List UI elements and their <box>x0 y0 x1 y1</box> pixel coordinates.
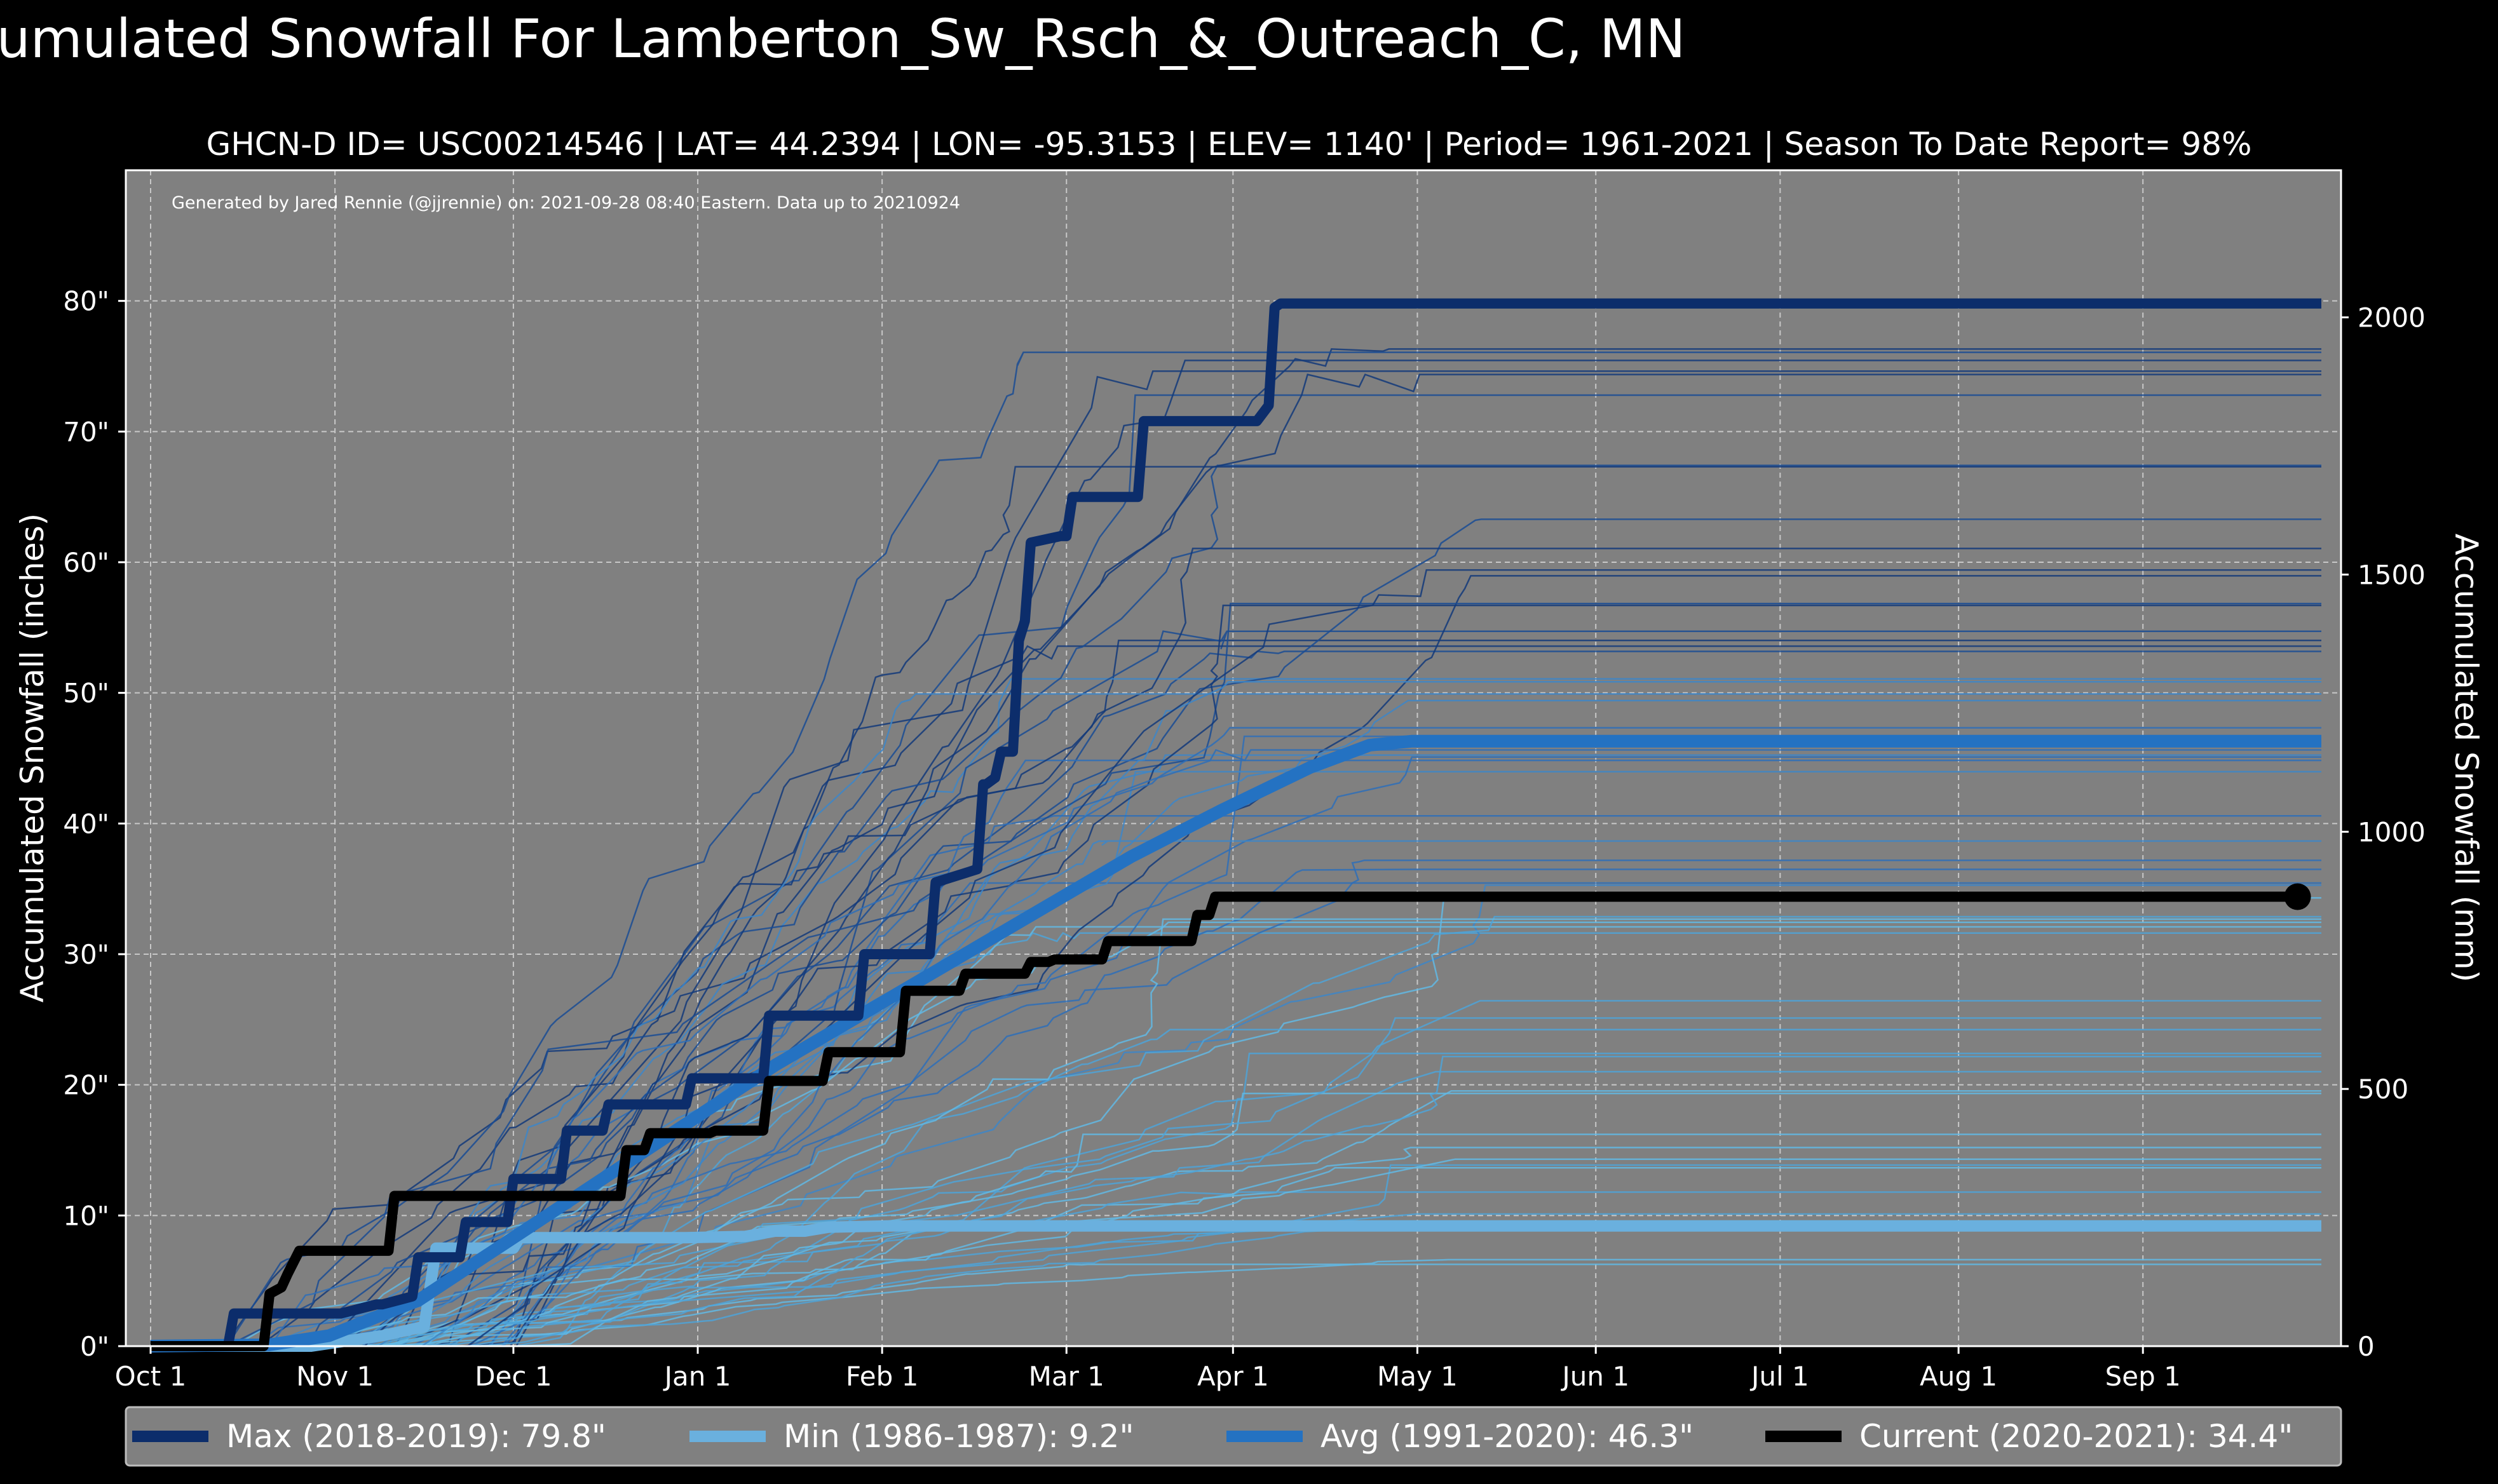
historical-season-line <box>151 756 2321 1347</box>
legend-label: Min (1986-1987): 9.2" <box>784 1418 1134 1455</box>
historical-season-line <box>151 1017 2321 1347</box>
historical-season-line <box>151 918 2321 1347</box>
y-tick-label: 0" <box>80 1331 109 1362</box>
historical-season-line <box>151 681 2321 1347</box>
y-tick-label: 70" <box>63 416 109 447</box>
y-tick-label: 50" <box>63 678 109 709</box>
legend-series-value: 9.2" <box>1069 1418 1134 1455</box>
grid <box>126 170 2341 1347</box>
historical-season-line <box>151 1147 2321 1347</box>
historical-season-line <box>151 518 2321 1347</box>
historical-season-line <box>151 1158 2321 1347</box>
historical-season-line <box>151 678 2321 1347</box>
legend-series-name: Current (2020-2021) <box>1859 1418 2187 1455</box>
historical-season-line <box>151 569 2321 1347</box>
y-right-tick-label: 500 <box>2358 1074 2408 1105</box>
chart-credit: Generated by Jared Rennie (@jjrennie) on… <box>172 193 960 213</box>
legend-series-name: Max (2018-2019) <box>226 1418 500 1455</box>
historical-season-line <box>151 932 2321 1347</box>
historical-season-line <box>151 814 2321 1347</box>
legend-label: Current (2020-2021): 34.4" <box>1859 1418 2293 1455</box>
legend-series-name: Min (1986-1987) <box>784 1418 1048 1455</box>
x-tick-label: Jul 1 <box>1749 1361 1809 1392</box>
y-right-tick-label: 2000 <box>2358 302 2426 334</box>
x-tick-label: Aug 1 <box>1920 1361 1997 1392</box>
x-tick-label: Mar 1 <box>1029 1361 1104 1392</box>
historical-season-line <box>151 1055 2321 1347</box>
legend: Max (2018-2019): 79.8" Min (1986-1987): 9… <box>125 1406 2342 1467</box>
legend-separator: : <box>1048 1418 1069 1455</box>
legend-separator: : <box>500 1418 521 1455</box>
series-line-2 <box>150 734 2321 1352</box>
legend-series-value: 79.8" <box>521 1418 606 1455</box>
y-tick-label: 60" <box>63 547 109 578</box>
series-line-3 <box>151 891 2298 1351</box>
historical-season-line <box>151 351 2321 1347</box>
x-tick-label: Jun 1 <box>1560 1361 1629 1392</box>
y-right-tick-label: 1500 <box>2358 559 2426 590</box>
historical-season-line <box>151 921 2321 1347</box>
chart-title: 2020-2021 Accumulated Snowfall For Lambe… <box>0 8 1685 70</box>
legend-separator: : <box>2187 1418 2208 1455</box>
chart-subtitle: GHCN-D ID= USC00214546 | LAT= 44.2394 | … <box>206 126 2251 163</box>
historical-season-line <box>151 370 2321 1347</box>
y-axis-right: 0 500 1000 1500 2000 <box>2341 302 2426 1362</box>
x-tick-label: Sep 1 <box>2105 1361 2181 1392</box>
historical-season-line <box>151 639 2321 1347</box>
x-tick-label: Jan 1 <box>663 1361 731 1392</box>
x-tick-label: Nov 1 <box>296 1361 374 1392</box>
historical-season-line <box>151 735 2321 1347</box>
x-tick-label: Feb 1 <box>846 1361 918 1392</box>
x-axis: Oct 1 Nov 1 Dec 1 Jan 1 Feb 1 Mar 1 Apr 1 May 1… <box>115 1346 2181 1392</box>
historical-season-line <box>151 604 2321 1347</box>
historical-season-line <box>151 1191 2321 1347</box>
current-endpoint-marker <box>2284 883 2311 910</box>
historical-season-line <box>151 926 2321 1347</box>
y-axis-label-right: Accumulated Snowfall (mm) <box>2448 534 2485 982</box>
historical-season-line <box>151 394 2321 1347</box>
historical-season-line <box>151 1263 2321 1347</box>
y-right-tick-label: 0 <box>2358 1331 2375 1362</box>
x-tick-label: Apr 1 <box>1197 1361 1269 1392</box>
historical-season-line <box>151 915 2321 1347</box>
historical-season-line <box>151 548 2321 1347</box>
legend-label: Avg (1991-2020): 46.3" <box>1320 1418 1694 1455</box>
x-tick-label: May 1 <box>1377 1361 1458 1392</box>
historical-season-line <box>151 1070 2321 1347</box>
historical-season-line <box>151 1225 2321 1347</box>
historical-season-line <box>151 884 2321 1347</box>
y-tick-label: 40" <box>63 808 109 839</box>
historical-season-line <box>151 868 2321 1347</box>
x-tick-label: Oct 1 <box>115 1361 187 1392</box>
y-tick-label: 10" <box>63 1200 109 1231</box>
y-tick-label: 30" <box>63 939 109 970</box>
historical-season-line <box>151 360 2321 1347</box>
legend-series-value: 34.4" <box>2208 1418 2293 1455</box>
legend-series-name: Avg (1991-2020) <box>1320 1418 1587 1455</box>
legend-label: Max (2018-2019): 79.8" <box>226 1418 606 1455</box>
series-line-1 <box>151 1220 2321 1352</box>
y-axis-left: 0" 10" 20" 30" 40" 50" 60" 70" 80" <box>63 286 126 1362</box>
legend-separator: : <box>1587 1418 1608 1455</box>
historical-season-line <box>151 748 2321 1347</box>
series-line-0 <box>151 298 2321 1351</box>
y-axis-label-left: Accumulated Snowfall (inches) <box>14 513 51 1002</box>
highlight-series <box>150 298 2321 1352</box>
y-tick-label: 80" <box>63 286 109 317</box>
x-tick-label: Dec 1 <box>475 1361 552 1392</box>
y-tick-label: 20" <box>63 1070 109 1101</box>
legend-series-value: 46.3" <box>1608 1418 1694 1455</box>
y-right-tick-label: 1000 <box>2358 816 2426 847</box>
